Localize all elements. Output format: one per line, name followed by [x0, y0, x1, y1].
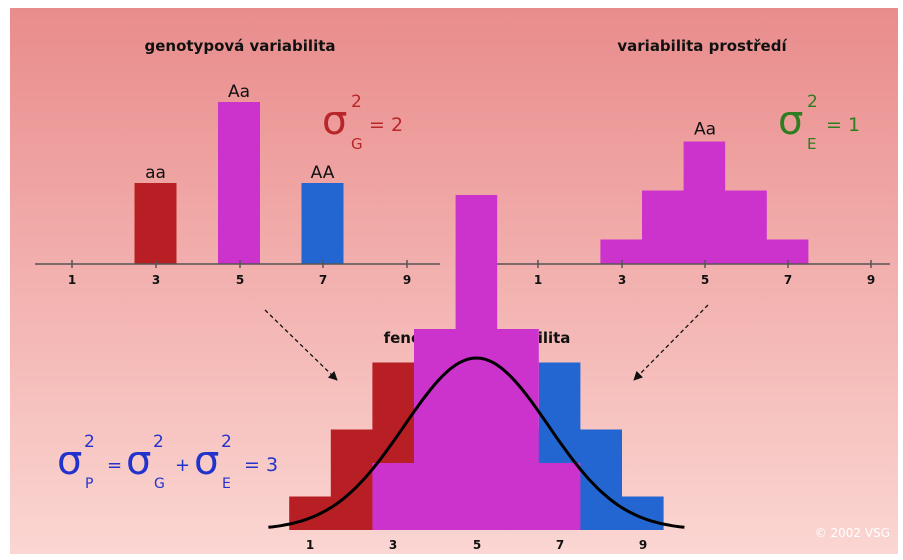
genotype-bar-aa	[134, 183, 177, 264]
arrow-genotype-to-phenotype	[264, 309, 338, 381]
sigma-e-term-subscript: E	[222, 476, 231, 492]
genotype-tick-label: 5	[236, 273, 244, 287]
sigma-g-value: = 2	[369, 114, 403, 136]
phenotype-tick-label: 1	[306, 538, 314, 552]
genotype-label-AA: AA	[311, 163, 335, 183]
sigma-p-subscript: P	[85, 476, 93, 492]
environment-tick-label: 1	[534, 273, 542, 287]
sigma-g-term-symbol: σ	[126, 438, 151, 484]
sigma-g-subscript: G	[351, 135, 363, 153]
sigma-g-term-subscript: G	[154, 476, 165, 492]
phenotype-ticks: 1 3 5 7 9	[306, 538, 647, 552]
sigma-g-symbol: σ	[322, 98, 347, 144]
genotype-tick-label: 9	[403, 273, 411, 287]
phenotype-distribution-Aa	[372, 195, 581, 530]
sigma-g-exponent: 2	[351, 92, 362, 112]
sigma-e-exponent: 2	[807, 92, 818, 112]
environment-tick-label: 5	[701, 273, 709, 287]
phenotype-tick-label: 7	[556, 538, 564, 552]
genotype-tick-label: 1	[68, 273, 76, 287]
genotype-label-aa: aa	[145, 163, 166, 183]
arrow-environment-to-phenotype	[633, 304, 709, 381]
sigma-e-formula: σ 2 E = 1	[778, 92, 860, 153]
genotype-panel: genotypová variabilita aa Aa AA 1 3 5 7 …	[35, 37, 440, 287]
sigma-g-formula: σ 2 G = 2	[322, 92, 403, 153]
sigma-e-symbol: σ	[778, 98, 803, 144]
phenotype-tick-label: 5	[473, 538, 481, 552]
genotype-bar-AA	[301, 183, 344, 264]
phenotype-panel: fenotypová variabilita 1 3 5 7 9 σ 2 P =…	[57, 195, 685, 552]
environment-tick-label: 9	[867, 273, 875, 287]
sigma-p-exponent: 2	[84, 432, 95, 452]
environment-tick-label: 3	[618, 273, 626, 287]
formula-result: = 3	[244, 454, 278, 476]
environment-panel: variabilita prostředí Aa 1 3 5 7 9 σ 2 E…	[497, 37, 890, 287]
environment-title: variabilita prostředí	[617, 37, 787, 55]
sigma-p-symbol: σ	[57, 438, 82, 484]
genotype-label-Aa: Aa	[228, 82, 250, 102]
genotype-tick-label: 7	[319, 273, 327, 287]
environment-label-Aa: Aa	[694, 120, 716, 140]
copyright-text: © 2002 VSG	[815, 526, 890, 540]
sigma-e-term-exponent: 2	[221, 432, 232, 452]
sigma-e-subscript: E	[807, 135, 816, 153]
genotype-bar-Aa	[218, 102, 260, 264]
genotype-ticks: 1 3 5 7 9	[68, 260, 411, 287]
genotype-tick-label: 3	[152, 273, 160, 287]
phenotype-tick-label: 9	[639, 538, 647, 552]
environment-ticks: 1 3 5 7 9	[534, 260, 875, 287]
genotype-title: genotypová variabilita	[144, 37, 335, 55]
formula-plus: +	[175, 455, 190, 476]
environment-tick-label: 7	[784, 273, 792, 287]
phenotype-normal-curve	[268, 356, 685, 529]
sigma-p-formula: σ 2 P = σ 2 G + σ 2 E = 3	[57, 432, 278, 492]
sigma-e-value: = 1	[826, 114, 860, 136]
environment-distribution	[600, 141, 809, 264]
genotype-bars: aa Aa AA	[134, 82, 344, 264]
sigma-p-equals: =	[107, 455, 122, 476]
edge-notch	[0, 265, 8, 285]
phenotype-tick-label: 3	[389, 538, 397, 552]
sigma-e-term-symbol: σ	[194, 438, 219, 484]
sigma-g-term-exponent: 2	[153, 432, 164, 452]
